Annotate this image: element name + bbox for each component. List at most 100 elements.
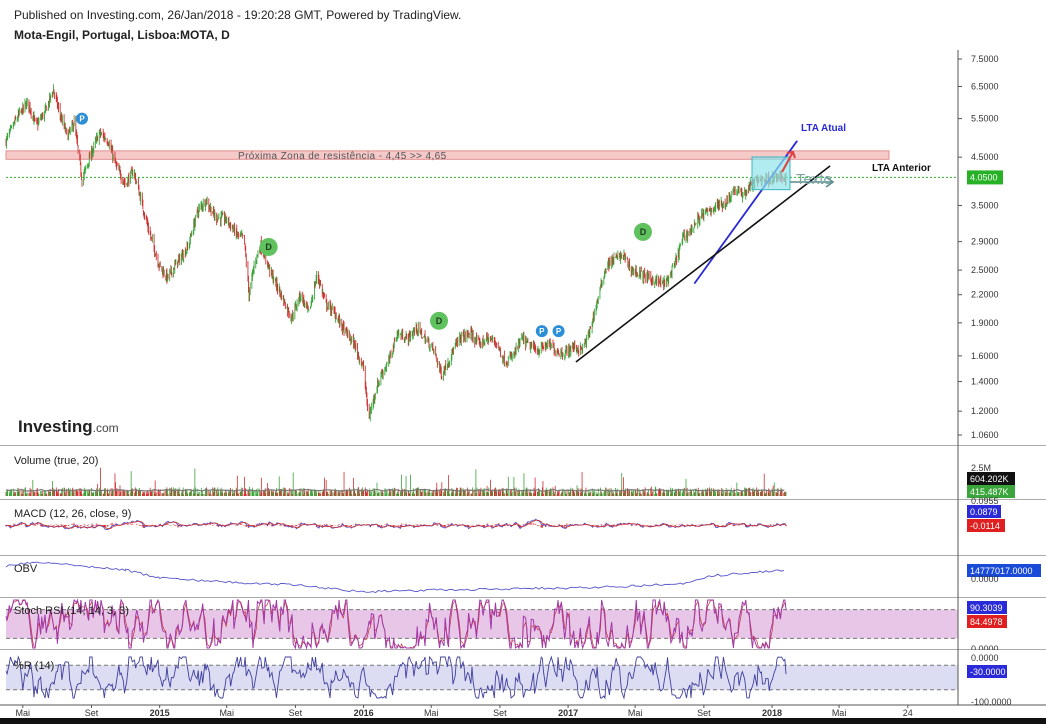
- price-tick-label: 4.5000: [971, 152, 999, 162]
- time-tick-label: 2017: [558, 708, 578, 718]
- stoch-d-value: 84.4978: [970, 617, 1003, 627]
- stoch-tick: 0.0000: [971, 644, 999, 654]
- time-tick-label: Mai: [219, 708, 234, 718]
- last-price-value: 4.0500: [970, 172, 998, 182]
- time-tick-label: Mai: [16, 708, 31, 718]
- marker-label: D: [640, 227, 647, 237]
- price-tick-label: 2.9000: [971, 237, 999, 247]
- time-tick-label: 2015: [150, 708, 170, 718]
- last-price-tag: [967, 170, 1003, 185]
- obv-value-tag: [967, 564, 1041, 577]
- obv-value: 14777017.0000: [970, 566, 1033, 576]
- investing-logo: Investing.com: [18, 417, 119, 436]
- candles[interactable]: [5, 84, 787, 422]
- stoch-d-tag: [967, 615, 1007, 628]
- marker-label: D: [265, 242, 272, 252]
- wr-label: %R (14): [14, 660, 54, 672]
- right-arrow-icon: [790, 176, 835, 188]
- price-tick-label: 7.5000: [971, 54, 999, 64]
- price-tick-label: 6.5000: [971, 81, 999, 91]
- time-tick-label: Mai: [424, 708, 439, 718]
- wr-value: -30.0000: [970, 667, 1006, 677]
- time-tick-label: Mai: [628, 708, 643, 718]
- price-tick-label: 3.5000: [971, 200, 999, 210]
- obv-line: [5, 561, 784, 593]
- pane-background: [0, 50, 1046, 446]
- price-tick-label: 2.5000: [971, 265, 999, 275]
- time-tick-label: Set: [493, 708, 507, 718]
- resistance-zone-label: Próxima Zona de resistência - 4,45 >> 4,…: [238, 151, 447, 162]
- pane-background: [0, 500, 1046, 556]
- d-marker-circle: [430, 311, 449, 330]
- time-tick-label: Set: [697, 708, 711, 718]
- stoch-label: Stoch RSI (14, 14, 3, 3): [14, 605, 129, 617]
- price-tick-label: 1.0600: [971, 430, 999, 440]
- resistance-zone[interactable]: [5, 150, 890, 160]
- marker-label: P: [556, 327, 562, 336]
- d-marker-circle: [633, 222, 652, 241]
- volume-label: Volume (true, 20): [14, 455, 98, 467]
- volume-ma-value: 415.487K: [970, 487, 1009, 497]
- signal-value: -0.0114: [970, 521, 1000, 531]
- breakout-highlight[interactable]: [751, 156, 791, 191]
- volume-ma-line: [5, 488, 785, 492]
- time-tick-label: Set: [85, 708, 99, 718]
- dividend-d-marker[interactable]: D: [633, 222, 652, 241]
- williams-r-pane[interactable]: %R (14) 0.0000 -30.0000 -100.0000: [0, 650, 1046, 707]
- price-tick-label: 1.4000: [971, 377, 999, 387]
- price-tick-label: 1.2000: [971, 406, 999, 416]
- lta-anterior-line[interactable]: [575, 165, 831, 363]
- dividend-p-marker[interactable]: P: [552, 325, 565, 338]
- macd-value: 0.0879: [970, 507, 998, 517]
- stoch-band: [6, 609, 958, 639]
- svg-text:Investing.com: Investing.com: [18, 417, 119, 436]
- pane-background: [0, 556, 1046, 598]
- volume-tick: 2.5M: [971, 463, 991, 473]
- time-tick-label: 2018: [762, 708, 782, 718]
- logo-suffix: .com: [93, 421, 119, 435]
- macd-label: MACD (12, 26, close, 9): [14, 508, 131, 520]
- symbol-title: Mota-Engil, Portugal, Lisboa:MOTA, D: [14, 28, 230, 42]
- price-tick-label: 1.6000: [971, 351, 999, 361]
- wr-line: [5, 655, 787, 700]
- price-pane[interactable]: 7.5000 6.5000 5.5000 4.5000 3.5000 2.9000 2.50…: [0, 50, 1046, 447]
- obv-tick: 0.0000: [971, 574, 999, 584]
- annotation-text: Texto: [796, 171, 832, 188]
- stoch-k-line: [5, 598, 787, 650]
- dividend-d-marker[interactable]: D: [430, 311, 449, 330]
- time-axis[interactable]: Mai Set 2015 Mai Set 2016 Mai Set 2017 Mai Set 2018…: [0, 705, 1046, 724]
- macd-tick: 0.0955: [971, 496, 999, 506]
- stoch-rsi-pane[interactable]: Stoch RSI (14, 14, 3, 3) 90.3039 84.4978 0.…: [0, 598, 1046, 654]
- macd-signal-line: [5, 519, 787, 530]
- dividend-d-marker[interactable]: D: [259, 237, 278, 256]
- price-tick-label: 5.5000: [971, 114, 999, 124]
- marker-label: P: [79, 115, 85, 124]
- bottom-bar: [0, 718, 1046, 724]
- macd-value-tag: [967, 505, 1001, 518]
- dividend-p-marker[interactable]: P: [535, 325, 548, 338]
- p-marker-circle: [535, 325, 548, 338]
- stoch-k-tag: [967, 601, 1007, 614]
- p-marker-circle: [75, 112, 88, 125]
- marker-label: D: [436, 316, 443, 326]
- time-tick-label: 24: [903, 708, 913, 718]
- wr-tick-bottom: -100.0000: [971, 697, 1012, 707]
- price-tick-label: 2.2000: [971, 290, 999, 300]
- dividend-p-marker[interactable]: P: [75, 112, 88, 125]
- obv-label: OBV: [14, 563, 38, 575]
- wr-band: [6, 665, 958, 690]
- stoch-k-value: 90.3039: [970, 603, 1003, 613]
- up-arrow-icon: [781, 150, 796, 173]
- marker-label: P: [539, 327, 545, 336]
- price-tick-label: 1.9000: [971, 318, 999, 328]
- lta-atual-label: LTA Atual: [801, 123, 846, 134]
- p-marker-circle: [552, 325, 565, 338]
- published-line: Published on Investing.com, 26/Jan/2018 …: [14, 8, 462, 22]
- logo-brand: Investing: [18, 417, 93, 436]
- volume-value: 604.202K: [970, 474, 1009, 484]
- time-tick-label: Mai: [832, 708, 847, 718]
